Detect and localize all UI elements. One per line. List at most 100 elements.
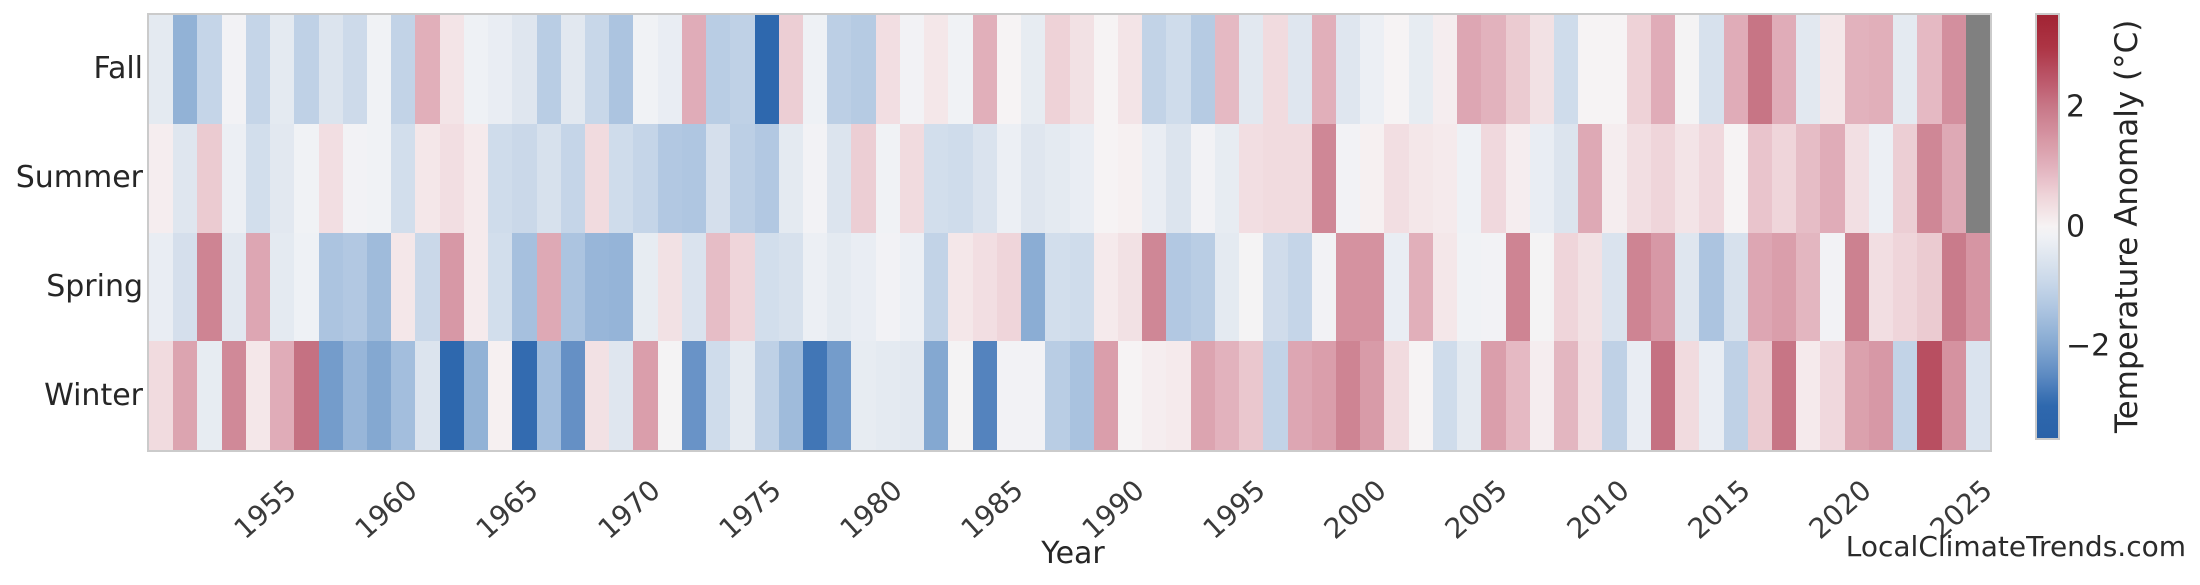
heatmap-cell — [245, 123, 271, 233]
heatmap-cell — [439, 232, 464, 342]
heatmap-cell — [1093, 232, 1118, 342]
heatmap-cell — [270, 232, 295, 342]
heatmap-cell — [1384, 15, 1409, 124]
heatmap-cell — [827, 341, 852, 450]
heatmap-cell — [778, 123, 804, 233]
heatmap-cell — [1384, 341, 1409, 450]
heatmap-cell — [367, 232, 392, 342]
heatmap-cell — [633, 123, 658, 233]
heatmap-cell — [1796, 232, 1821, 342]
heatmap-cell — [1311, 15, 1336, 124]
heatmap-cell — [1311, 232, 1336, 342]
heatmap-cell — [1796, 15, 1821, 124]
heatmap-cell — [1263, 232, 1288, 342]
heatmap-cell — [996, 232, 1022, 342]
heatmap-cell — [439, 123, 464, 233]
heatmap-cell — [1335, 123, 1361, 233]
heatmap-cell — [149, 341, 174, 450]
heatmap-cell — [1360, 341, 1385, 450]
heatmap-cell — [560, 15, 586, 124]
heatmap-cell — [730, 123, 755, 233]
heatmap-cell — [560, 232, 586, 342]
heatmap-cell — [1699, 232, 1724, 342]
heatmap-cell — [1384, 232, 1409, 342]
heatmap-cell — [609, 232, 634, 342]
heatmap-cell — [633, 232, 658, 342]
heatmap-cell — [391, 15, 416, 124]
heatmap-cell — [803, 232, 828, 342]
heatmap-cell — [512, 15, 537, 124]
heatmap-cell — [1166, 232, 1191, 342]
heatmap-cell — [1045, 123, 1070, 233]
heatmap-cell — [1965, 123, 1990, 233]
x-tick-label: 2005 — [1439, 473, 1515, 546]
heatmap-cell — [972, 341, 997, 450]
heatmap-cell — [730, 232, 755, 342]
heatmap-cell — [1190, 123, 1215, 233]
heatmap-cell — [899, 123, 925, 233]
heatmap-cell — [1529, 15, 1554, 124]
heatmap-cell — [585, 15, 610, 124]
heatmap-cell — [803, 15, 828, 124]
heatmap-cell — [342, 341, 367, 450]
x-tick-label: 2010 — [1560, 473, 1636, 546]
heatmap-cell — [1723, 232, 1748, 342]
row-label-spring: Spring — [46, 268, 143, 304]
heatmap-cell — [391, 232, 416, 342]
heatmap-cell — [1771, 15, 1797, 124]
heatmap-cell — [778, 232, 804, 342]
heatmap-cell — [924, 123, 949, 233]
heatmap-cell — [1699, 123, 1724, 233]
heatmap-cell — [996, 341, 1022, 450]
heatmap-cell — [415, 15, 440, 124]
heatmap-cell — [197, 123, 222, 233]
heatmap-cell — [1263, 123, 1288, 233]
heatmap-cell — [1093, 15, 1118, 124]
heatmap-cell — [1166, 341, 1191, 450]
heatmap-cell — [1796, 123, 1821, 233]
heatmap-cell — [439, 15, 464, 124]
heatmap-cell — [221, 232, 246, 342]
heatmap-cell — [560, 341, 586, 450]
heatmap-cell — [1844, 341, 1869, 450]
heatmap-cell — [1239, 123, 1264, 233]
heatmap-cell — [1166, 15, 1191, 124]
heatmap-cell — [1529, 341, 1554, 450]
heatmap-cell — [899, 15, 925, 124]
heatmap-cell — [1917, 15, 1942, 124]
heatmap-cell — [294, 123, 319, 233]
heatmap-cell — [609, 341, 634, 450]
heatmap-cell — [1941, 341, 1966, 450]
heatmap-cell — [1553, 15, 1579, 124]
heatmap-cell — [1214, 341, 1240, 450]
heatmap-cell — [1432, 232, 1458, 342]
heatmap-cell — [948, 232, 973, 342]
heatmap-cell — [875, 232, 900, 342]
row-label-summer: Summer — [15, 160, 143, 196]
heatmap-cell — [1820, 341, 1845, 450]
heatmap-cell — [367, 341, 392, 450]
heatmap-cell — [1117, 341, 1143, 450]
heatmap-cell — [270, 15, 295, 124]
heatmap-cell — [657, 341, 682, 450]
heatmap-cell — [1263, 341, 1288, 450]
heatmap-cell — [754, 123, 779, 233]
heatmap-cell — [1408, 15, 1433, 124]
heatmap-cell — [1239, 232, 1264, 342]
heatmap-cell — [245, 15, 271, 124]
heatmap-cell — [924, 341, 949, 450]
x-tick-label: 1965 — [470, 473, 546, 546]
heatmap-cell — [1384, 123, 1409, 233]
heatmap-cell — [149, 232, 174, 342]
heatmap-cell — [1069, 341, 1094, 450]
heatmap-cell — [342, 15, 367, 124]
x-tick-label: 2000 — [1317, 473, 1393, 546]
colorbar-gradient — [2035, 13, 2060, 440]
heatmap-cell — [149, 15, 174, 124]
heatmap-cell — [1117, 123, 1143, 233]
heatmap-cell — [730, 341, 755, 450]
heatmap-cell — [585, 341, 610, 450]
heatmap-cell — [1142, 15, 1167, 124]
heatmap-cell — [1287, 341, 1312, 450]
